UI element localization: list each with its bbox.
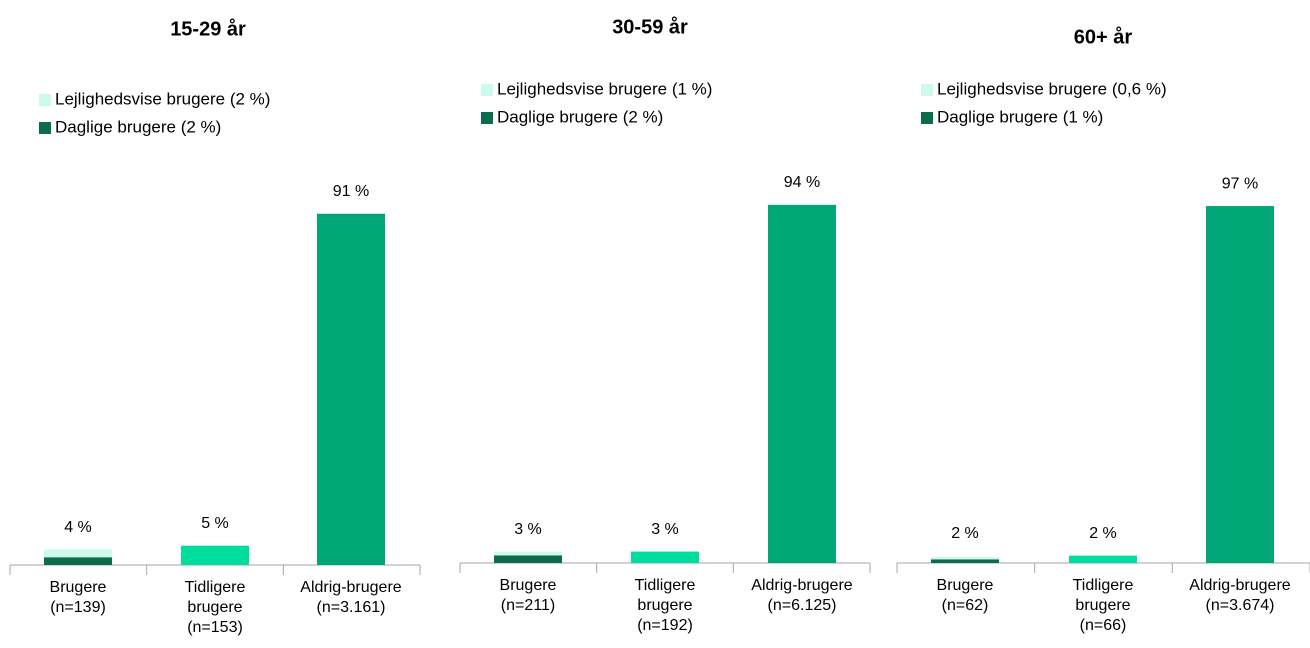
x-tick-label: brugere	[637, 597, 692, 614]
x-tick-label: (n=153)	[187, 619, 243, 636]
x-tick-label: Brugere	[50, 579, 107, 596]
x-tick-label: (n=3.161)	[317, 599, 386, 616]
value-label: 2 %	[1089, 525, 1117, 542]
x-tick-label: (n=192)	[637, 617, 693, 634]
bar-segment	[1069, 555, 1137, 563]
x-tick-label: Aldrig-brugere	[300, 579, 401, 596]
bar-segment	[44, 549, 112, 558]
bar-segment	[931, 559, 999, 563]
x-tick-label: (n=62)	[942, 597, 989, 614]
x-tick-label: (n=66)	[1080, 617, 1127, 634]
bar-segment	[181, 545, 249, 565]
bar-segment	[768, 204, 836, 564]
chart-title: 60+ år	[1074, 25, 1133, 48]
bar-segment	[494, 555, 562, 563]
chart: 15-29 år Lejlighedsvise brugere (2 %) Dagl…	[9, 17, 421, 636]
legend-label: Daglige brugere (2 %)	[497, 107, 663, 126]
legend-swatch	[481, 112, 493, 124]
x-tick-label: Brugere	[500, 577, 557, 594]
chart-title: 15-29 år	[170, 17, 246, 40]
bar-segment	[1206, 206, 1274, 564]
chart: 60+ år Lejlighedsvise brugere (0,6 %) Dagl…	[896, 25, 1310, 634]
x-tick-label: (n=211)	[501, 597, 555, 614]
legend-label: Lejlighedsvise brugere (0,6 %)	[937, 79, 1167, 98]
x-tick-label: Aldrig-brugere	[1189, 577, 1290, 594]
value-label: 4 %	[64, 519, 92, 536]
x-tick-label: (n=6.125)	[768, 597, 837, 614]
legend-label: Lejlighedsvise brugere (2 %)	[55, 89, 270, 108]
legend-swatch	[481, 84, 493, 96]
bar-segment	[631, 551, 699, 563]
x-tick-label: Aldrig-brugere	[751, 577, 852, 594]
chart: 30-59 år Lejlighedsvise brugere (1 %) Dagl…	[459, 15, 871, 634]
legend-swatch	[921, 84, 933, 96]
x-tick-label: (n=139)	[50, 599, 106, 616]
legend-label: Lejlighedsvise brugere (1 %)	[497, 79, 712, 98]
value-label: 5 %	[201, 515, 229, 532]
legend-swatch	[39, 94, 51, 106]
legend-label: Daglige brugere (1 %)	[937, 107, 1103, 126]
bar-segment	[494, 551, 562, 556]
x-tick-label: Brugere	[937, 577, 994, 594]
x-tick-label: Tidligere	[1073, 577, 1134, 594]
legend-swatch	[39, 122, 51, 134]
bar-segment	[931, 557, 999, 560]
value-label: 3 %	[651, 521, 679, 538]
value-label: 97 %	[1222, 175, 1258, 192]
legend-label: Daglige brugere (2 %)	[55, 117, 221, 136]
value-label: 91 %	[333, 183, 369, 200]
chart-title: 30-59 år	[612, 15, 688, 38]
bar-segment	[44, 557, 112, 565]
x-tick-label: Tidligere	[635, 577, 696, 594]
x-tick-label: brugere	[187, 599, 242, 616]
legend-swatch	[921, 112, 933, 124]
x-tick-label: brugere	[1075, 597, 1130, 614]
bar-segment	[317, 213, 385, 566]
value-label: 2 %	[951, 525, 979, 542]
value-label: 3 %	[514, 521, 542, 538]
x-tick-label: Tidligere	[185, 579, 246, 596]
value-label: 94 %	[784, 174, 820, 191]
x-tick-label: (n=3.674)	[1206, 597, 1275, 614]
